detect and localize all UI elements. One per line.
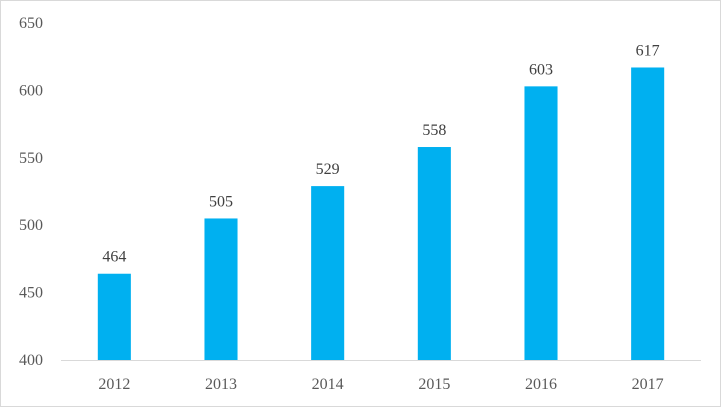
bar-2012	[97, 273, 131, 360]
data-label-2015: 558	[422, 122, 446, 139]
x-tick-label-2014: 2014	[312, 376, 344, 393]
y-tick-label: 650	[19, 15, 43, 32]
bar-2013	[204, 218, 238, 360]
data-label-2012: 464	[102, 249, 126, 266]
y-tick-label: 500	[19, 217, 43, 234]
data-label-2016: 603	[529, 61, 553, 78]
y-tick-label: 400	[19, 352, 43, 369]
bar-2014	[311, 186, 345, 360]
y-tick-label: 450	[19, 285, 43, 302]
x-tick-label-2013: 2013	[205, 376, 237, 393]
bar-2017	[631, 67, 665, 360]
y-tick-label: 550	[19, 150, 43, 167]
x-axis-ticks: 2012 2013 2014 2015 2016 2017	[98, 376, 663, 393]
x-tick-label-2012: 2012	[98, 376, 130, 393]
x-tick-label-2015: 2015	[418, 376, 450, 393]
bars	[97, 67, 665, 360]
y-axis-ticks: 400 450 500 550 600 650	[19, 15, 43, 369]
y-tick-label: 600	[19, 82, 43, 99]
data-label-2013: 505	[209, 193, 233, 210]
x-tick-label-2017: 2017	[632, 376, 664, 393]
x-tick-label-2016: 2016	[525, 376, 557, 393]
bar-2016	[524, 86, 558, 360]
data-labels: 464 505 529 558 603 617	[102, 42, 659, 265]
bar-2015	[417, 147, 451, 360]
data-label-2017: 617	[636, 42, 660, 59]
data-label-2014: 529	[316, 161, 340, 178]
